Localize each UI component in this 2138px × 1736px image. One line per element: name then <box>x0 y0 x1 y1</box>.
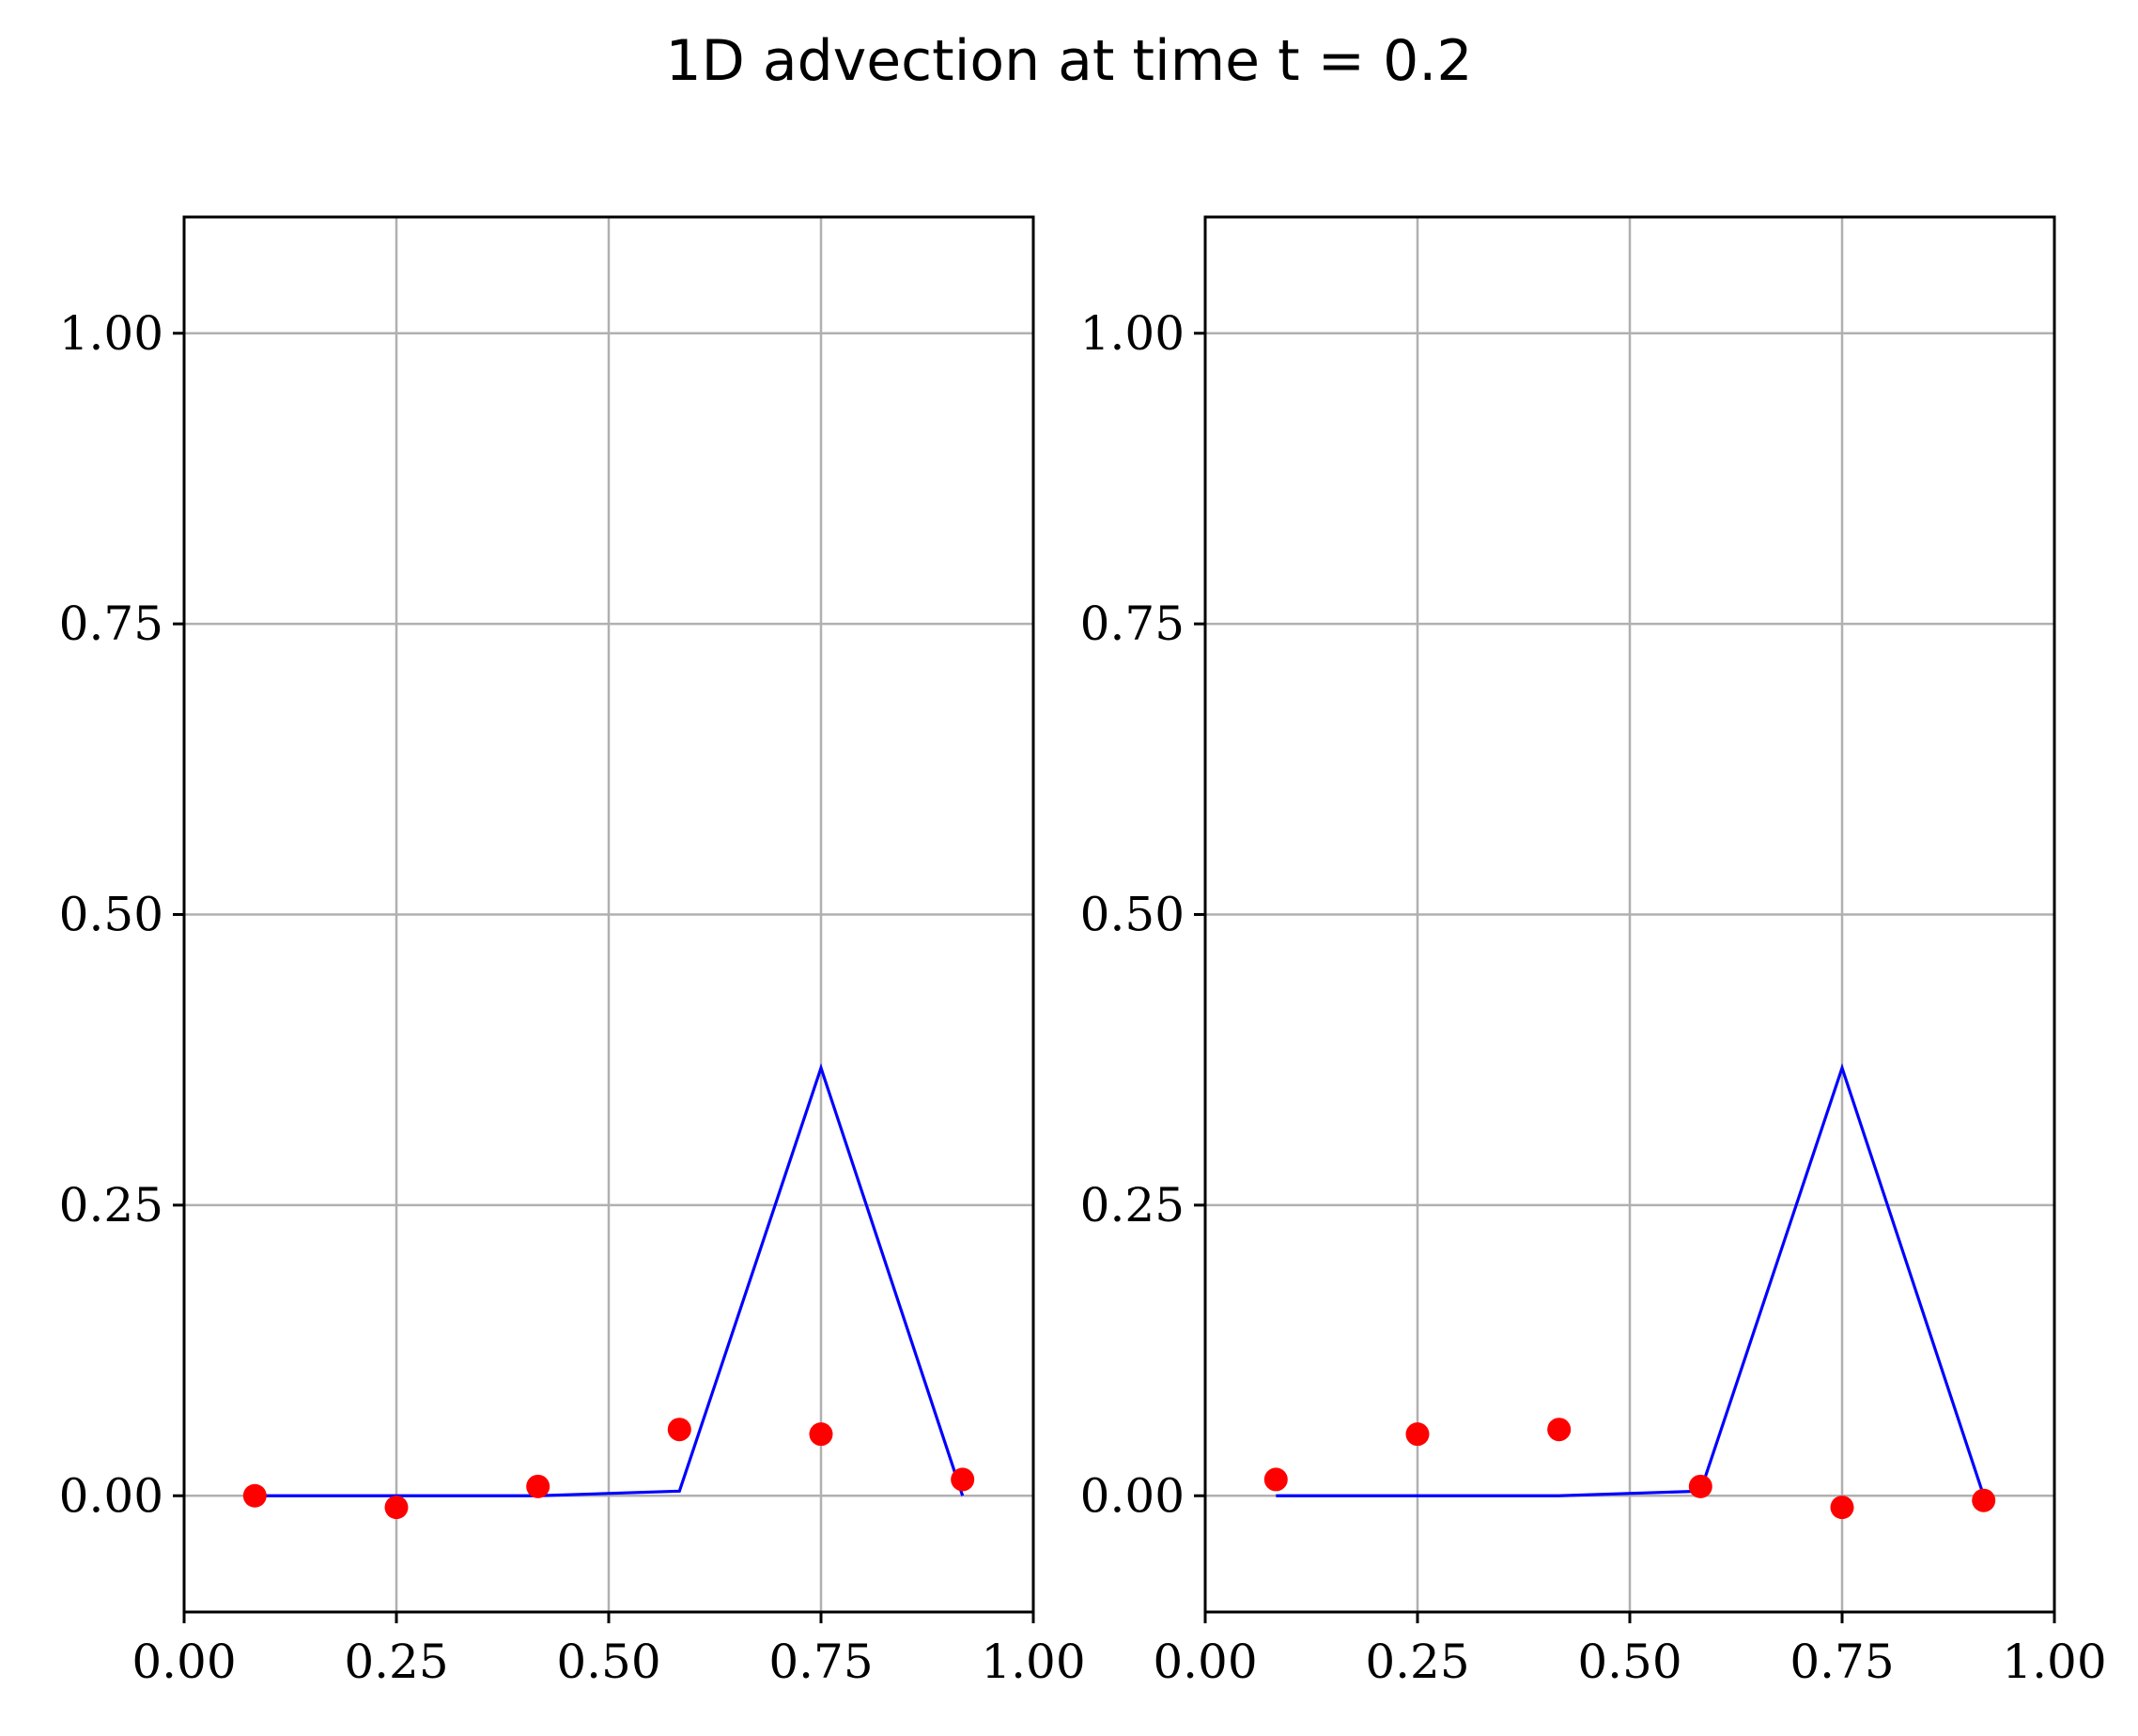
data-point <box>1688 1474 1712 1498</box>
data-point <box>384 1496 409 1520</box>
data-point <box>1972 1488 1996 1512</box>
series-line <box>255 1062 965 1497</box>
y-tick-label: 0.50 <box>1080 888 1185 942</box>
figure-title: 1D advection at time t = 0.2 <box>665 28 1473 94</box>
x-tick-label: 0.75 <box>1789 1635 1894 1689</box>
y-tick-label: 0.75 <box>1080 597 1185 651</box>
data-point <box>1547 1418 1572 1442</box>
x-tick-label: 0.25 <box>344 1635 448 1689</box>
chart-panel-2: 0.00 0.25 0.50 0.75 1.00 0.00 0.25 0.50 0.75 1.00 <box>1080 215 2107 1689</box>
x-tick-label: 1.00 <box>2002 1635 2106 1689</box>
y-tick-label: 0.50 <box>59 888 163 942</box>
y-tick-label: 0.25 <box>1080 1178 1185 1232</box>
chart-panel-1: 0.00 0.25 0.50 0.75 1.00 0.00 0.25 0.50 0.75 1.00 <box>59 215 1086 1689</box>
data-point <box>667 1418 691 1442</box>
y-tick-label: 1.00 <box>1080 306 1185 361</box>
data-point <box>242 1483 267 1508</box>
x-tick-label: 0.75 <box>768 1635 873 1689</box>
data-point <box>809 1422 833 1447</box>
x-tick-label: 0.50 <box>1577 1635 1681 1689</box>
data-point <box>526 1474 550 1498</box>
data-point <box>1830 1496 1854 1520</box>
data-point <box>1263 1467 1288 1492</box>
x-tick-label: 1.00 <box>981 1635 1085 1689</box>
x-tick-label: 0.25 <box>1365 1635 1469 1689</box>
x-tick-label: 0.00 <box>1153 1635 1257 1689</box>
y-tick-label: 0.75 <box>59 597 163 651</box>
data-point <box>951 1467 975 1492</box>
y-tick-label: 0.00 <box>1080 1468 1185 1523</box>
y-tick-label: 0.25 <box>59 1178 163 1232</box>
y-tick-label: 0.00 <box>59 1468 163 1523</box>
data-point <box>1405 1422 1430 1447</box>
x-tick-label: 0.00 <box>132 1635 236 1689</box>
y-tick-label: 1.00 <box>59 306 163 361</box>
series-line <box>1276 1062 1986 1497</box>
x-tick-label: 0.50 <box>556 1635 660 1689</box>
